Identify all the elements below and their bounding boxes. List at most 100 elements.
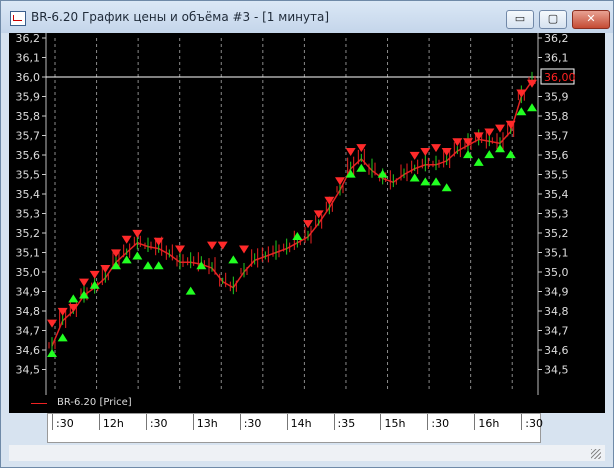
- buy-marker: [484, 150, 495, 159]
- y-tick-label-right: 35,2: [544, 227, 569, 240]
- buy-marker: [47, 349, 57, 357]
- sell-marker: [111, 249, 121, 258]
- y-tick-label-right: 35,5: [544, 169, 569, 182]
- y-tick-label-left: 36,2: [16, 33, 41, 45]
- y-tick-label-left: 35,9: [16, 91, 41, 104]
- sell-marker: [431, 144, 441, 153]
- close-button[interactable]: ✕: [572, 10, 610, 29]
- buy-marker: [409, 173, 420, 182]
- time-tick-label: 15h: [384, 417, 406, 430]
- time-tick-label: :30: [56, 417, 74, 430]
- buy-marker: [377, 169, 388, 178]
- y-tick-label-left: 35,1: [16, 247, 41, 260]
- sell-marker: [57, 307, 68, 316]
- sell-marker: [473, 132, 484, 141]
- y-tick-label-left: 34,5: [16, 364, 41, 377]
- time-tick-label: 13h: [196, 417, 218, 430]
- y-tick-label-left: 35,8: [16, 110, 41, 123]
- sell-marker: [303, 220, 313, 229]
- maximize-button[interactable]: ▢: [539, 10, 567, 29]
- status-bar: [9, 445, 605, 461]
- buy-marker: [441, 183, 452, 192]
- buy-marker: [505, 150, 516, 159]
- buy-marker: [495, 144, 505, 153]
- sell-marker: [89, 270, 100, 279]
- time-tick-separator: [474, 414, 476, 430]
- sell-marker: [356, 144, 367, 153]
- buy-marker: [292, 232, 303, 240]
- y-tick-label-left: 36,1: [16, 52, 41, 65]
- y-tick-label-right: 34,9: [544, 286, 569, 299]
- y-tick-label-left: 35,3: [16, 208, 41, 221]
- sell-marker: [516, 89, 527, 98]
- legend-series-label: BR-6.20 [Price]: [57, 397, 132, 408]
- y-tick-label-right: 35,1: [544, 247, 569, 260]
- time-tick-label: 16h: [478, 417, 500, 430]
- time-tick-separator: [192, 414, 194, 430]
- buy-marker: [132, 251, 143, 260]
- buy-marker: [345, 169, 356, 178]
- y-tick-label-left: 35,5: [16, 169, 41, 182]
- buy-marker: [473, 157, 484, 166]
- buy-marker: [196, 261, 207, 270]
- y-tick-label-left: 35,7: [16, 130, 41, 143]
- buy-marker: [420, 177, 431, 186]
- y-tick-label-left: 35,4: [16, 188, 41, 201]
- resize-grip-icon[interactable]: [591, 449, 601, 459]
- sell-marker: [495, 124, 505, 133]
- y-tick-label-left: 35,2: [16, 227, 41, 240]
- buy-marker: [463, 150, 473, 159]
- sell-marker: [121, 235, 132, 244]
- y-tick-label-right: 34,8: [544, 305, 569, 318]
- sell-marker: [217, 241, 228, 250]
- y-tick-label-left: 34,8: [16, 305, 41, 318]
- sell-marker: [420, 148, 431, 156]
- sell-marker: [409, 151, 420, 160]
- y-tick-label-left: 36,0: [16, 71, 41, 84]
- sell-marker: [441, 148, 452, 156]
- time-tick-label: :30: [525, 417, 543, 430]
- title-bar[interactable]: BR-6.20 График цены и объёма #3 - [1 мин…: [1, 1, 613, 33]
- sell-marker: [505, 120, 516, 129]
- time-tick-label: :30: [149, 417, 168, 430]
- time-tick-separator: [145, 414, 147, 430]
- left-axis-panel: [9, 33, 46, 395]
- legend-series-swatch: [31, 403, 47, 404]
- sell-marker: [527, 79, 537, 88]
- y-tick-label-left: 35,6: [16, 149, 41, 162]
- buy-marker: [68, 294, 79, 303]
- buy-marker: [153, 261, 164, 270]
- buy-marker: [228, 255, 239, 264]
- time-tick-label: :35: [337, 417, 356, 430]
- buy-marker: [57, 333, 68, 342]
- y-tick-label-right: 34,5: [544, 364, 569, 377]
- y-tick-label-right: 35,3: [544, 208, 569, 221]
- last-price-label: 36,00: [544, 71, 576, 84]
- chart-legend: BR-6.20 [Price]: [9, 395, 605, 413]
- time-tick-separator: [333, 414, 335, 430]
- sell-marker: [452, 138, 463, 147]
- y-tick-label-right: 35,0: [544, 266, 569, 279]
- right-axis-panel: [538, 33, 605, 395]
- time-tick-label: :30: [243, 417, 262, 430]
- plot-area: [46, 33, 538, 395]
- time-tick-label: 14h: [290, 417, 312, 430]
- y-tick-label-right: 36,1: [544, 52, 569, 65]
- sell-marker: [313, 210, 324, 219]
- sell-marker: [47, 319, 57, 328]
- price-chart[interactable]: 34,5 34,5 34,6 34,6 34,7 34,7 34,8 34,8 34,9 34,9…: [9, 33, 605, 395]
- y-tick-label-right: 35,8: [544, 110, 569, 123]
- time-tick-separator: [98, 414, 100, 430]
- time-axis-bar[interactable]: :30 12h:30 13h:30 14h:35 15h:30 16h:30: [47, 413, 543, 443]
- minimize-button[interactable]: ▭: [506, 10, 534, 29]
- y-tick-label-left: 34,6: [16, 344, 41, 357]
- time-tick-separator: [521, 414, 523, 430]
- y-tick-label-right: 35,7: [544, 130, 569, 143]
- sell-marker: [463, 138, 473, 147]
- y-tick-label-right: 35,6: [544, 149, 569, 162]
- buy-marker: [527, 103, 537, 112]
- y-tick-label-right: 34,7: [544, 325, 569, 338]
- sell-marker: [79, 278, 89, 287]
- time-tick-label: :30: [431, 417, 450, 430]
